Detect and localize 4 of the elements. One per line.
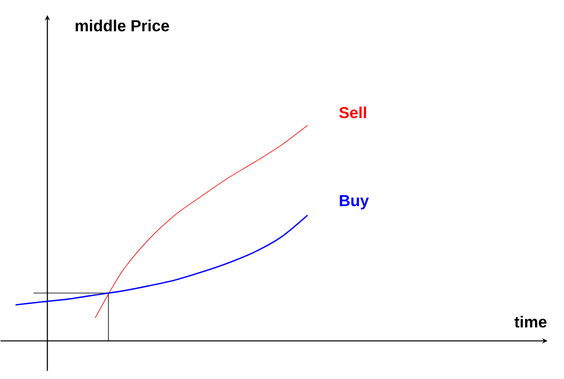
text: Sell bbox=[339, 106, 366, 118]
text: middle Price bbox=[76, 20, 170, 32]
text: time bbox=[514, 316, 547, 328]
text: Buy bbox=[340, 194, 369, 210]
